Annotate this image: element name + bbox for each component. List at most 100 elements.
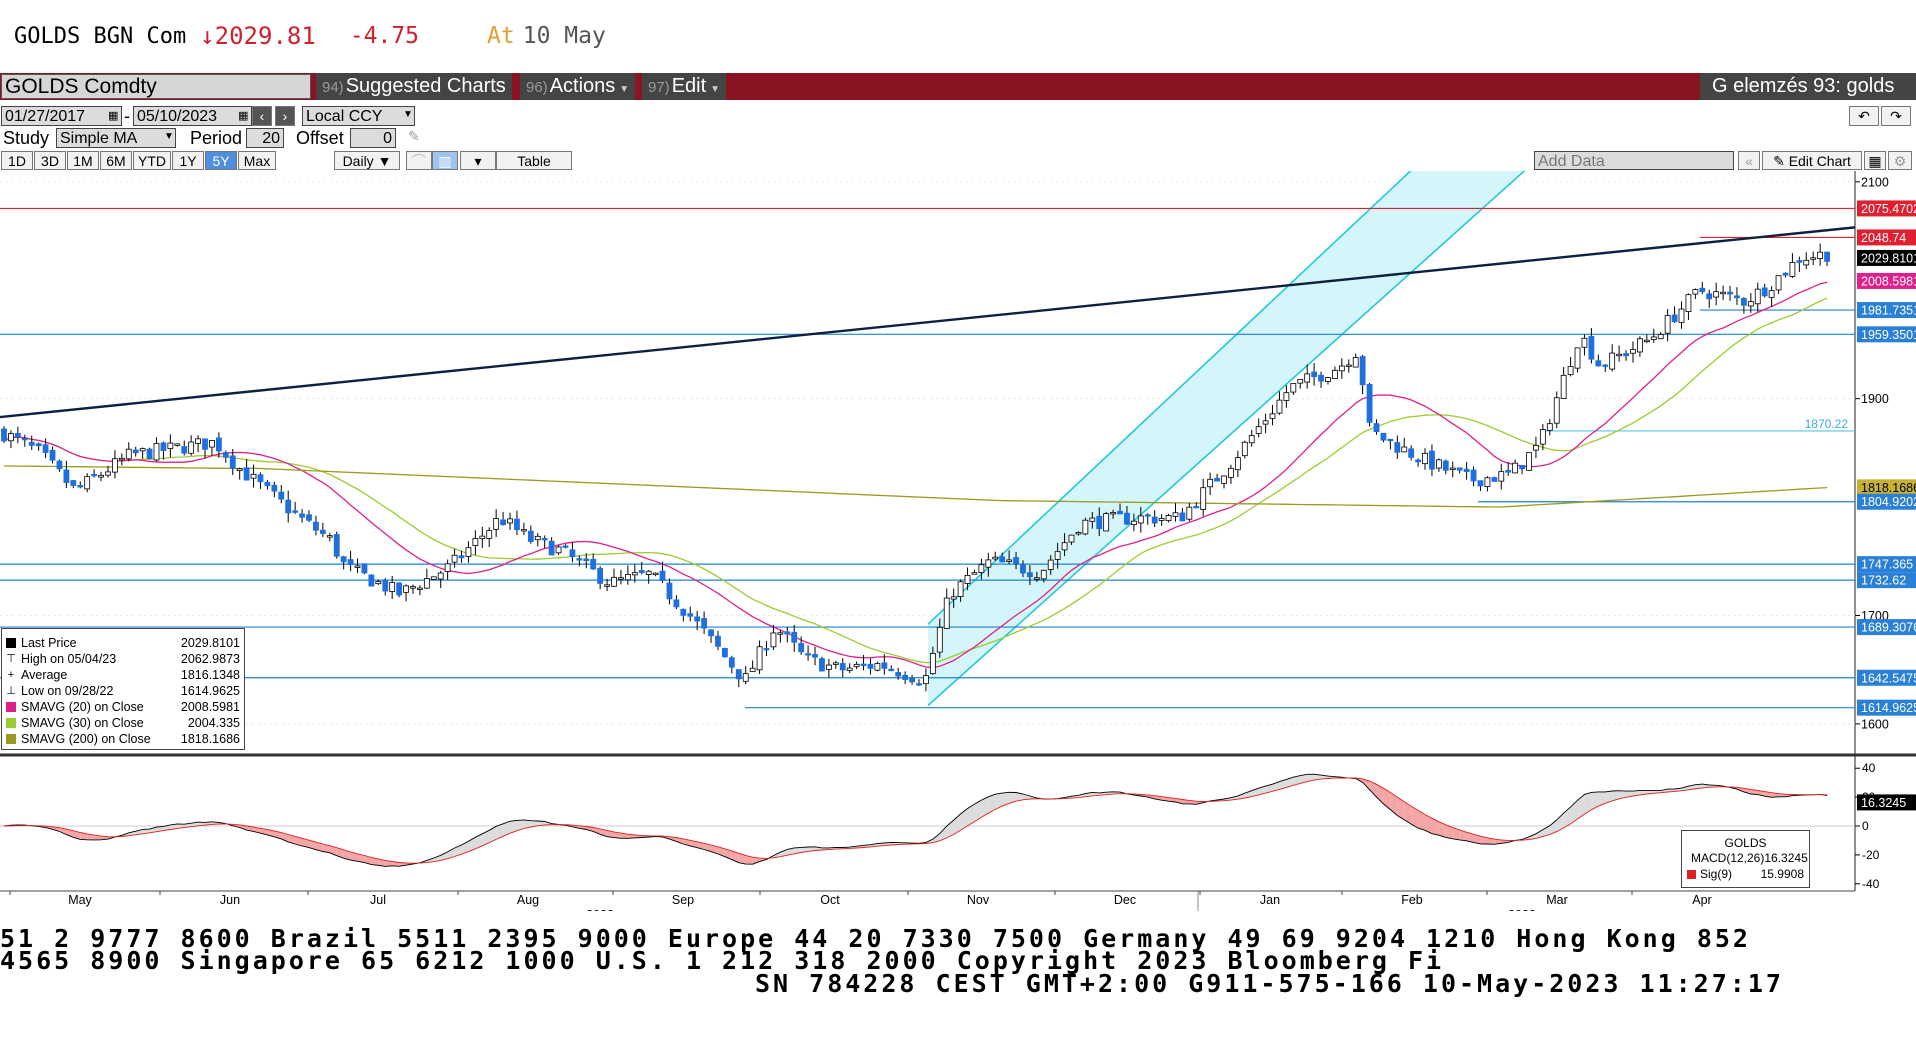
add-data-field[interactable]: Add Data	[1534, 151, 1734, 170]
macd-fill	[1466, 832, 1474, 843]
candle-body	[375, 581, 382, 585]
candle-body	[202, 438, 208, 450]
macd-fill	[1272, 781, 1280, 792]
candle-body	[382, 580, 389, 592]
candle-body	[978, 564, 985, 574]
trend-line	[0, 226, 1856, 419]
candlesticks	[1, 243, 1830, 692]
x-month-label: Aug	[517, 893, 539, 907]
edit-menu[interactable]: 97) Edit ▼	[642, 73, 727, 100]
candle-body	[1165, 515, 1172, 522]
range-button-5y[interactable]: 5Y	[205, 151, 237, 170]
date-separator: -	[124, 106, 130, 126]
candle-body	[701, 618, 708, 629]
macd-fill	[995, 793, 1003, 810]
price-tag-label: 1614.9625	[1861, 701, 1916, 715]
offset-input[interactable]: 0	[350, 128, 396, 148]
price-chart[interactable]: 1870.22 2100 2075.4702 2048.74 2029.8101 200…	[0, 171, 1916, 911]
line-chart-icon[interactable]: ⌒	[406, 151, 432, 170]
candle-body	[1186, 506, 1193, 520]
candle-body	[1089, 517, 1096, 522]
price-tag-label: 1747.365	[1861, 558, 1913, 572]
candle-body	[1678, 308, 1685, 323]
macd-fill	[1009, 792, 1017, 804]
candle-body	[1380, 432, 1387, 441]
candle-chart-icon[interactable]: ▥	[432, 151, 458, 170]
pencil-icon[interactable]: ✎	[408, 128, 420, 144]
candle-body	[1519, 464, 1525, 470]
redo-button[interactable]: ↷	[1881, 106, 1911, 126]
study-select[interactable]: Simple MA	[56, 128, 176, 148]
candle-body	[1533, 445, 1539, 451]
candle-body	[56, 460, 63, 470]
calendar-icon[interactable]: ▦	[108, 110, 119, 122]
candle-body	[35, 443, 42, 447]
macd-fill	[704, 843, 712, 852]
scroll-right-button[interactable]: ›	[275, 106, 295, 126]
chart-title-tab[interactable]: G elemzés 93: golds	[1700, 73, 1916, 100]
frequency-select[interactable]: Daily ▼	[334, 151, 400, 170]
x-year-label: 2023	[1508, 908, 1536, 911]
x-month-label: May	[68, 893, 92, 907]
security-field[interactable]: GOLDS Comdty	[1, 74, 311, 99]
x-month-label: Apr	[1692, 893, 1711, 907]
chart-type-dropdown[interactable]: ▾	[460, 151, 496, 170]
candle-body	[1657, 334, 1664, 340]
gear-icon[interactable]: ⚙	[1888, 151, 1912, 170]
candle-body	[250, 473, 257, 479]
start-date-field[interactable]: 01/27/2017	[1, 106, 122, 126]
range-button-3d[interactable]: 3D	[34, 151, 66, 170]
candle-body	[770, 632, 777, 648]
macd-fill	[496, 823, 504, 840]
macd-fill	[1390, 792, 1398, 816]
range-button-6m[interactable]: 6M	[100, 151, 132, 170]
suggested-charts-button[interactable]: 94) Suggested Charts	[316, 73, 512, 100]
candle-body	[229, 455, 236, 469]
range-button-1d[interactable]: 1D	[1, 151, 33, 170]
chart-settings-icon[interactable]: ▦	[1864, 151, 1886, 170]
candle-body	[1706, 293, 1713, 300]
candle-body	[1477, 480, 1484, 487]
last-price: 2029.81	[214, 22, 316, 50]
candle-body	[1082, 519, 1089, 535]
range-button-max[interactable]: Max	[238, 151, 276, 170]
candle-body	[1463, 468, 1470, 472]
macd-fill	[1695, 784, 1703, 789]
range-button-ytd[interactable]: YTD	[133, 151, 171, 170]
macd-fill	[468, 837, 476, 852]
footer-phone-line: 51 2 9777 8600 Brazil 5511 2395 9000 Eur…	[0, 924, 1751, 953]
undo-button[interactable]: ↶	[1849, 106, 1879, 126]
end-date-field[interactable]: 05/10/2023	[133, 106, 252, 126]
candle-body	[819, 658, 825, 672]
candle-body	[1269, 413, 1276, 419]
range-button-1m[interactable]: 1M	[67, 151, 99, 170]
price-change: -4.75	[349, 23, 420, 49]
macd-fill	[1244, 790, 1252, 799]
macd-fill	[364, 855, 372, 865]
macd-fill	[489, 826, 497, 843]
range-button-1y[interactable]: 1Y	[172, 151, 204, 170]
candle-body	[389, 582, 396, 592]
legend-value: 2062.9873	[180, 652, 240, 666]
candle-body	[1124, 512, 1130, 525]
macd-fill	[309, 840, 316, 850]
collapse-icon[interactable]: «	[1738, 151, 1760, 170]
period-input[interactable]: 20	[246, 128, 284, 148]
scroll-left-button[interactable]: ‹	[252, 106, 272, 126]
legend-row: ⊥ Low on 09/28/22 1614.9625	[6, 683, 240, 699]
table-button[interactable]: Table	[496, 151, 572, 170]
candle-body	[1, 428, 7, 442]
macd-fill	[1473, 834, 1481, 844]
price-tag-bg	[1857, 669, 1916, 686]
candle-body	[1429, 450, 1435, 470]
macd-tag-bg	[1857, 794, 1916, 811]
macd-fill	[607, 830, 614, 838]
legend-value: 15.9908	[1760, 867, 1804, 881]
caret-down-icon: ▼	[164, 131, 174, 142]
legend-swatch: +	[7, 669, 15, 681]
price-tag-label: 1804.9202	[1861, 495, 1916, 509]
actions-menu[interactable]: 96) Actions ▼	[520, 73, 636, 100]
currency-select[interactable]: Local CCY	[302, 106, 415, 126]
edit-chart-button[interactable]: ✎ Edit Chart	[1762, 151, 1862, 170]
calendar-icon[interactable]: ▦	[238, 110, 249, 122]
